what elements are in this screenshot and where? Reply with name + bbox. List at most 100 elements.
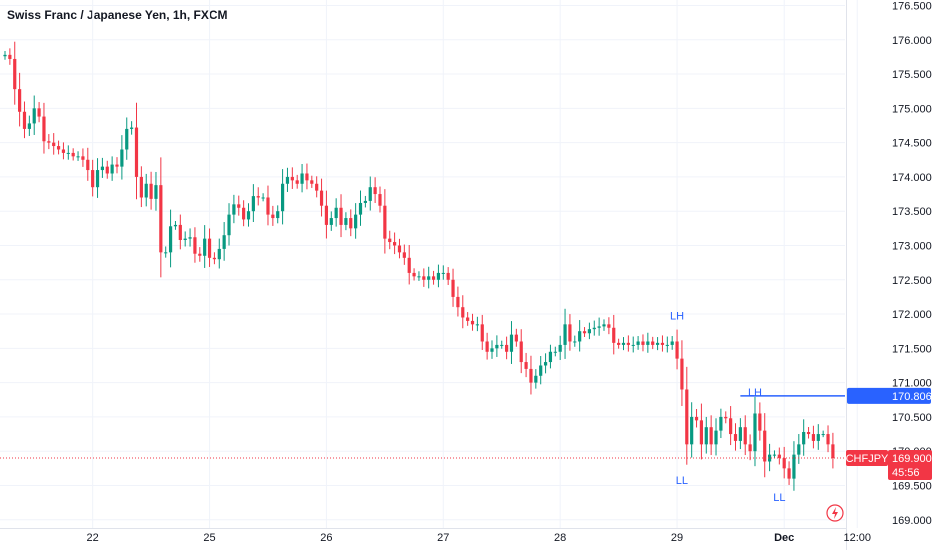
candle-body: [120, 149, 124, 167]
y-tick-label: 173.500: [892, 206, 932, 218]
candle-body: [261, 197, 265, 199]
candle-body: [690, 416, 694, 445]
candle-body: [18, 89, 22, 112]
candle-body: [324, 205, 329, 225]
candle-body: [592, 327, 596, 330]
candle-body: [621, 342, 626, 345]
x-tick-label: 22: [87, 532, 99, 544]
candle-body: [777, 454, 781, 459]
candle-body: [519, 341, 523, 363]
candle-body: [782, 458, 786, 469]
candle-body: [665, 344, 669, 346]
candle-body: [217, 248, 221, 260]
candle-body: [675, 341, 679, 359]
candle-body: [617, 342, 621, 345]
annotation-label: LL: [773, 492, 785, 504]
candle-body: [222, 235, 226, 249]
candle-body: [670, 341, 674, 345]
candle-body: [505, 344, 509, 352]
candle-body: [295, 180, 299, 184]
candle-body: [704, 427, 708, 445]
candle-body: [139, 176, 143, 198]
candle-body: [358, 202, 363, 215]
candle-body: [319, 190, 324, 206]
candle-body: [256, 196, 260, 198]
candle-body: [641, 341, 645, 345]
last-price-tag: [888, 450, 932, 481]
candle-body: [806, 432, 811, 435]
candle-body: [144, 183, 148, 198]
candle-body: [349, 218, 353, 229]
x-tick-label: 25: [203, 532, 215, 544]
candle-body: [548, 351, 553, 363]
candle-body: [134, 127, 139, 177]
candle-body: [363, 200, 367, 203]
candle-body: [626, 342, 630, 345]
candle-body: [563, 324, 567, 345]
candle-body: [32, 108, 36, 124]
candle-body: [607, 324, 611, 328]
candle-body: [753, 413, 757, 452]
candle-body: [646, 341, 650, 345]
candle-body: [529, 368, 533, 383]
candle-body: [402, 252, 406, 258]
countdown-label: 45:56: [892, 467, 920, 479]
candle-body: [461, 307, 465, 318]
candle-body: [173, 224, 178, 227]
candle-body: [271, 214, 275, 219]
y-tick-label: 176.000: [892, 35, 932, 47]
candle-body: [125, 128, 129, 150]
candle-body: [388, 238, 392, 243]
candle-body: [787, 468, 791, 479]
candle-body: [290, 176, 294, 181]
candle-body: [436, 272, 441, 280]
candle-body: [446, 272, 450, 280]
y-tick-label: 176.500: [892, 0, 932, 12]
candle-body: [188, 237, 192, 239]
candle-body: [412, 272, 416, 277]
lightning-icon-glyph: [832, 507, 838, 519]
candle-body: [816, 434, 820, 441]
candle-body: [802, 432, 806, 445]
candle-body: [110, 164, 114, 174]
y-tick-label: 172.000: [892, 309, 932, 321]
y-tick-label: 170.500: [892, 412, 932, 424]
candle-body: [164, 252, 168, 254]
y-tick-label: 173.000: [892, 240, 932, 252]
candle-body: [597, 326, 601, 328]
candle-body: [490, 348, 494, 352]
candle-body: [149, 183, 153, 199]
candle-body: [587, 329, 591, 334]
candle-body: [495, 344, 499, 349]
candle-body: [685, 389, 689, 445]
candle-body: [300, 173, 304, 184]
candle-body: [680, 358, 684, 390]
candle-body: [61, 149, 66, 153]
y-tick-label: 175.500: [892, 69, 932, 81]
candle-body: [154, 185, 158, 199]
candle-body: [339, 207, 343, 225]
candle-body: [66, 152, 70, 154]
candle-body: [422, 276, 426, 280]
candle-body: [393, 242, 397, 246]
horizontal-line-price-tag: [847, 387, 931, 404]
candle-body: [407, 257, 411, 273]
candle-body: [636, 341, 640, 345]
candle-body: [86, 159, 90, 171]
y-tick-label: 172.500: [892, 275, 932, 287]
candle-body: [37, 108, 41, 117]
candle-body: [655, 342, 660, 345]
candle-body: [509, 334, 514, 352]
candle-body: [212, 257, 217, 260]
last-price-label: 169.900: [892, 453, 932, 465]
candle-body: [13, 58, 17, 90]
y-tick-label: 174.000: [892, 172, 932, 184]
candle-body: [193, 237, 197, 254]
candle-body: [738, 427, 742, 441]
candle-body: [602, 324, 606, 327]
candle-body: [543, 362, 548, 366]
candle-body: [310, 180, 314, 184]
candle-body: [227, 214, 231, 236]
candle-body: [500, 344, 504, 346]
